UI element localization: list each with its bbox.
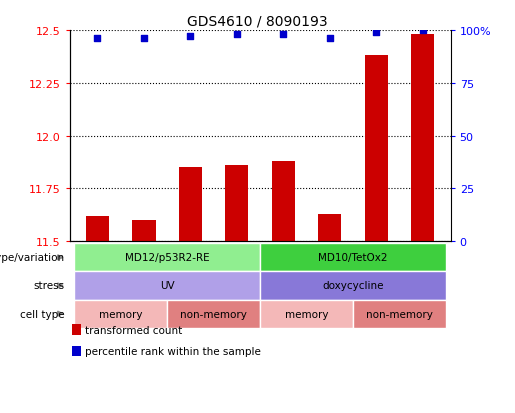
- Point: [419, 28, 427, 34]
- Text: non-memory: non-memory: [366, 309, 433, 319]
- Text: UV: UV: [160, 281, 175, 291]
- Bar: [225, 166, 248, 242]
- Bar: [365, 56, 388, 242]
- Bar: [260, 244, 446, 272]
- Bar: [74, 272, 260, 300]
- Point: [93, 36, 101, 43]
- Bar: [272, 161, 295, 242]
- Text: non-memory: non-memory: [180, 309, 247, 319]
- Text: MD12/p53R2-RE: MD12/p53R2-RE: [125, 253, 210, 263]
- Point: [233, 32, 241, 38]
- Bar: [72, 325, 81, 335]
- Bar: [132, 221, 156, 242]
- Bar: [179, 168, 202, 242]
- Bar: [260, 300, 353, 328]
- Point: [325, 36, 334, 43]
- Bar: [72, 346, 81, 356]
- Text: memory: memory: [285, 309, 328, 319]
- Point: [140, 36, 148, 43]
- Point: [279, 32, 287, 38]
- Bar: [167, 300, 260, 328]
- Bar: [353, 300, 446, 328]
- Text: MD10/TetOx2: MD10/TetOx2: [318, 253, 388, 263]
- Text: percentile rank within the sample: percentile rank within the sample: [85, 347, 261, 356]
- Point: [372, 30, 381, 36]
- Text: doxycycline: doxycycline: [322, 281, 384, 291]
- Text: stress: stress: [33, 281, 64, 291]
- Text: genotype/variation: genotype/variation: [0, 253, 64, 263]
- Bar: [86, 216, 109, 242]
- Point: [186, 34, 195, 40]
- Bar: [318, 214, 341, 242]
- Text: transformed count: transformed count: [85, 325, 182, 335]
- Text: GDS4610 / 8090193: GDS4610 / 8090193: [187, 14, 328, 28]
- Bar: [260, 272, 446, 300]
- Bar: [74, 300, 167, 328]
- Text: cell type: cell type: [20, 309, 64, 319]
- Bar: [411, 35, 434, 242]
- Bar: [74, 244, 260, 272]
- Text: memory: memory: [99, 309, 143, 319]
